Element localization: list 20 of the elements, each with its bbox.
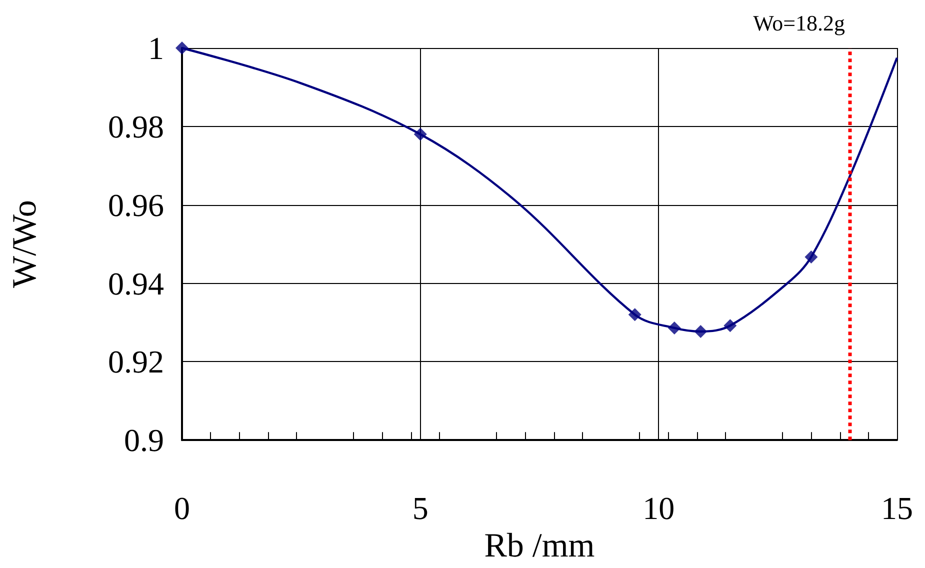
point [804, 250, 818, 264]
point [414, 128, 427, 141]
point [694, 324, 708, 338]
x-tick-label: 10 [642, 490, 675, 526]
point [176, 42, 188, 54]
y-tick-label: 0.96 [108, 186, 164, 223]
y-tick-label: 1 [148, 30, 164, 66]
point [724, 319, 737, 332]
x-axis-title: Rb /mm [484, 528, 595, 564]
text: Wo=18.2g [753, 10, 846, 36]
point [668, 321, 681, 334]
x-tick-label: 5 [412, 490, 428, 526]
y-tick-label: 0.92 [108, 344, 164, 380]
y-axis-title: W/Wo [6, 200, 44, 288]
point [628, 308, 642, 322]
y-tick-label: 0.94 [108, 265, 164, 302]
y-tick-label: 0.98 [108, 108, 164, 144]
x-tick-label: 15 [881, 490, 913, 526]
y-tick-label: 0.9 [124, 422, 164, 458]
x-tick-label: 0 [174, 490, 190, 526]
